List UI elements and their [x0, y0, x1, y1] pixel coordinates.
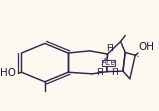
- Text: OH: OH: [138, 43, 154, 53]
- Text: HO: HO: [0, 68, 16, 78]
- Text: H̄: H̄: [96, 68, 103, 77]
- Text: H̄: H̄: [106, 44, 112, 53]
- Text: H̄: H̄: [111, 68, 118, 77]
- Text: Ace: Ace: [102, 58, 116, 67]
- FancyBboxPatch shape: [102, 60, 115, 65]
